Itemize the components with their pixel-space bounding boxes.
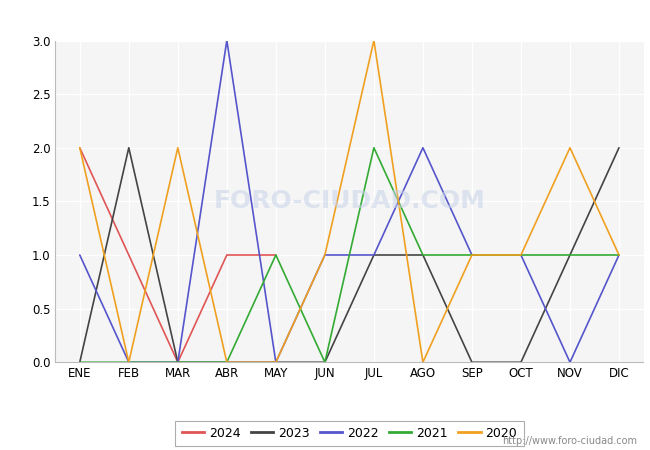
2020 <box>517 252 525 258</box>
2022 <box>566 360 574 365</box>
2020 <box>468 252 476 258</box>
2022 <box>223 38 231 43</box>
Text: http://www.foro-ciudad.com: http://www.foro-ciudad.com <box>502 436 637 446</box>
2023 <box>223 360 231 365</box>
Line: 2022: 2022 <box>80 40 619 362</box>
2022 <box>468 252 476 258</box>
2020 <box>321 252 329 258</box>
2022 <box>125 360 133 365</box>
2024 <box>76 145 84 150</box>
Line: 2020: 2020 <box>80 40 619 362</box>
2024 <box>223 252 231 258</box>
2021 <box>517 252 525 258</box>
Legend: 2024, 2023, 2022, 2021, 2020: 2024, 2023, 2022, 2021, 2020 <box>176 421 523 446</box>
Text: Matriculaciones de Vehiculos en Alhama de Aragón: Matriculaciones de Vehiculos en Alhama d… <box>119 11 531 27</box>
2020 <box>370 38 378 43</box>
2022 <box>615 252 623 258</box>
2024 <box>272 252 280 258</box>
2022 <box>321 252 329 258</box>
2020 <box>272 360 280 365</box>
2023 <box>517 360 525 365</box>
2022 <box>517 252 525 258</box>
Line: 2021: 2021 <box>80 148 619 362</box>
2023 <box>76 360 84 365</box>
2023 <box>174 360 182 365</box>
2022 <box>174 360 182 365</box>
Line: 2023: 2023 <box>80 148 619 362</box>
2020 <box>615 252 623 258</box>
2023 <box>468 360 476 365</box>
2021 <box>615 252 623 258</box>
2020 <box>174 145 182 150</box>
2023 <box>272 360 280 365</box>
2021 <box>223 360 231 365</box>
2021 <box>125 360 133 365</box>
2021 <box>321 360 329 365</box>
2023 <box>566 252 574 258</box>
2020 <box>419 360 427 365</box>
2021 <box>370 145 378 150</box>
Text: FORO-CIUDAD.COM: FORO-CIUDAD.COM <box>213 189 486 213</box>
2023 <box>321 360 329 365</box>
2024 <box>174 360 182 365</box>
2020 <box>76 145 84 150</box>
Line: 2024: 2024 <box>80 148 276 362</box>
2022 <box>272 360 280 365</box>
2022 <box>370 252 378 258</box>
2023 <box>419 252 427 258</box>
2021 <box>419 252 427 258</box>
2022 <box>76 252 84 258</box>
2021 <box>76 360 84 365</box>
2024 <box>125 252 133 258</box>
2021 <box>174 360 182 365</box>
2021 <box>468 252 476 258</box>
2020 <box>125 360 133 365</box>
2021 <box>566 252 574 258</box>
2020 <box>223 360 231 365</box>
2022 <box>419 145 427 150</box>
2023 <box>125 145 133 150</box>
2023 <box>615 145 623 150</box>
2023 <box>370 252 378 258</box>
2021 <box>272 252 280 258</box>
2020 <box>566 145 574 150</box>
